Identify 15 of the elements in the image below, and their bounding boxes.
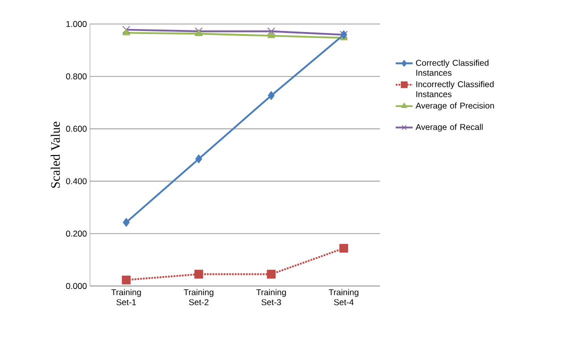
x-tick-label: Training Set-1 — [111, 289, 141, 306]
legend-label: Incorrectly Classified Instances — [416, 81, 494, 98]
legend-label: Correctly Classified Instances — [416, 60, 488, 76]
y-tick-label: 0.400 — [66, 178, 87, 184]
x-tick-label: Training Set-4 — [328, 289, 358, 306]
legend-label: Average of Recall — [416, 124, 483, 132]
y-axis-title: Scaled Value — [50, 122, 60, 188]
y-tick-label: 0.000 — [66, 283, 87, 289]
legend-label: Average of Precision — [416, 102, 494, 110]
y-tick-label: 0.200 — [66, 230, 87, 237]
x-tick-label: Training Set-3 — [256, 289, 286, 306]
y-tick-label: 0.600 — [66, 126, 87, 132]
y-tick-label: 1.000 — [66, 21, 87, 27]
y-tick-label: 0.800 — [66, 73, 87, 80]
x-tick-label: Training Set-2 — [184, 289, 214, 306]
